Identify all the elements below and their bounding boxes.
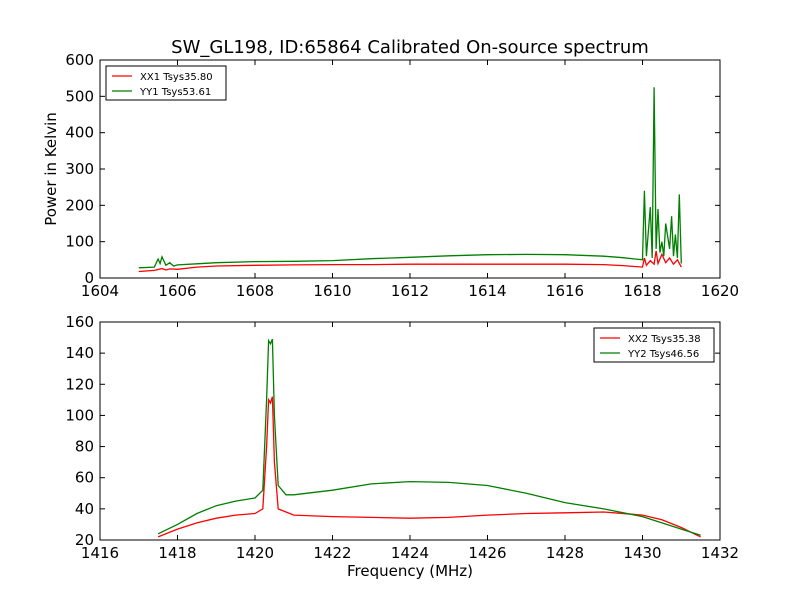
legend-box <box>593 327 715 363</box>
x-tick-label: 1426 <box>468 544 506 562</box>
y-axis-label: Power in Kelvin <box>42 112 60 226</box>
legend: XX1 Tsys35.80 YY1 Tsys53.61 <box>105 65 227 101</box>
x-tick-label: 1430 <box>623 544 661 562</box>
y-tick-label: 500 <box>65 87 94 105</box>
y-tick-label: 200 <box>65 196 94 214</box>
x-tick-label: 1420 <box>236 544 274 562</box>
series-line-xx2 <box>157 396 701 538</box>
y-tick-label: 40 <box>75 500 94 518</box>
series-line-yy2 <box>157 338 701 536</box>
x-axis-label: Frequency (MHz) <box>347 562 473 580</box>
x-tick-label: 1612 <box>391 282 429 300</box>
y-tick-label: 400 <box>65 124 94 142</box>
x-tick-label: 1416 <box>81 544 119 562</box>
series-line-yy1 <box>138 87 682 269</box>
legend-label: XX1 Tsys35.80 <box>140 72 213 83</box>
y-tick-label: 600 <box>65 51 94 69</box>
y-tick-label: 160 <box>65 313 94 331</box>
y-tick-label: 60 <box>75 469 94 487</box>
x-tick-label: 1620 <box>701 282 739 300</box>
legend-box <box>105 65 227 101</box>
y-tick-label: 120 <box>65 375 94 393</box>
y-tick-label: 100 <box>65 233 94 251</box>
legend-label: XX2 Tsys35.38 <box>628 334 701 345</box>
series-line-xx1 <box>138 250 682 273</box>
x-tick-label: 1610 <box>313 282 351 300</box>
y-tick-label: 0 <box>84 269 94 287</box>
y-tick-label: 20 <box>75 531 94 549</box>
y-tick-label: 140 <box>65 344 94 362</box>
x-tick-label: 1606 <box>158 282 196 300</box>
x-tick-label: 1432 <box>701 544 739 562</box>
x-tick-label: 1618 <box>623 282 661 300</box>
legend: XX2 Tsys35.38 YY2 Tsys46.56 <box>593 327 715 363</box>
chart-title: SW_GL198, ID:65864 Calibrated On-source … <box>171 37 649 58</box>
x-tick-label: 1604 <box>81 282 119 300</box>
chart-panel-1: 1604 1606 1608 1610 1612 1614 1616 1618 1620 0 100… <box>42 51 739 300</box>
x-tick-label: 1424 <box>391 544 429 562</box>
legend-label: YY2 Tsys46.56 <box>627 349 699 360</box>
x-tick-label: 1418 <box>158 544 196 562</box>
y-tick-label: 300 <box>65 160 94 178</box>
chart-panel-2: 1416 1418 1420 1422 1424 1426 1428 1430 1432 20 40… <box>65 313 739 580</box>
legend-label: YY1 Tsys53.61 <box>139 87 211 98</box>
y-tick-label: 80 <box>75 438 94 456</box>
y-tick-label: 100 <box>65 406 94 424</box>
x-tick-label: 1614 <box>468 282 506 300</box>
x-tick-label: 1608 <box>236 282 274 300</box>
x-tick-label: 1428 <box>546 544 584 562</box>
x-tick-label: 1422 <box>313 544 351 562</box>
x-tick-label: 1616 <box>546 282 584 300</box>
